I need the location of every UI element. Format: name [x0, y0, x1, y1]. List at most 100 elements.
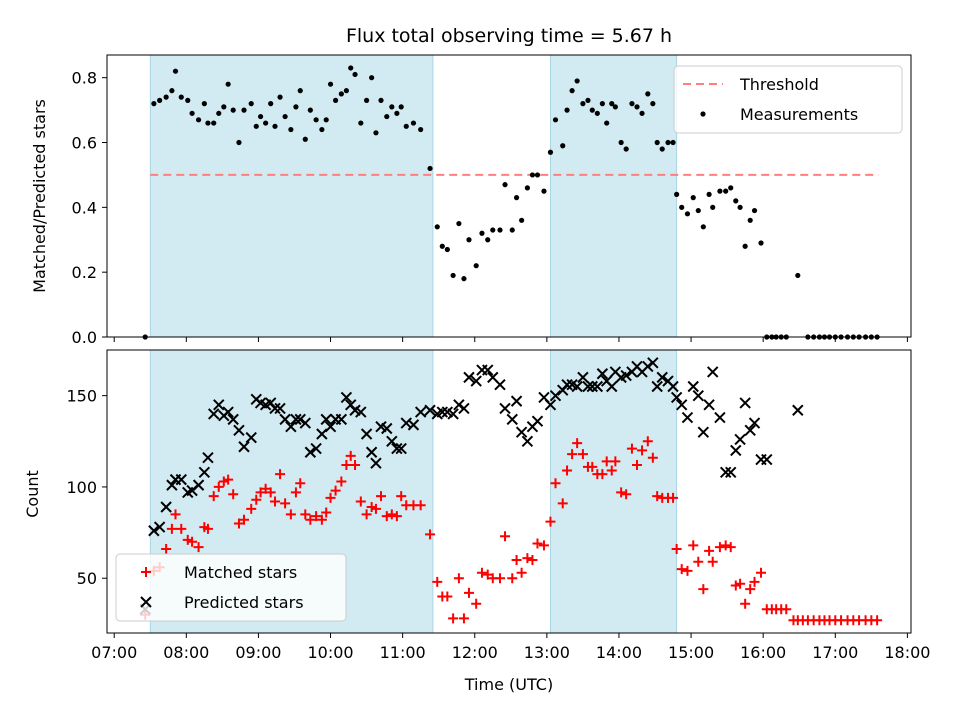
matched-star-point: [587, 461, 598, 472]
predicted-star-point: [521, 435, 534, 447]
x-tick-label: 08:00: [163, 643, 209, 662]
predicted-star-point: [670, 391, 683, 404]
predicted-star-point: [577, 371, 589, 384]
matched-star-point: [682, 565, 693, 576]
matched-star-point: [720, 540, 731, 551]
measurement-point: [373, 130, 379, 136]
matched-star-point: [562, 465, 573, 476]
matched-star-point: [756, 567, 767, 578]
measurement-point: [327, 81, 334, 87]
matched-star-point: [246, 503, 257, 514]
predicted-star-point: [227, 413, 239, 426]
measurement-point: [257, 113, 264, 120]
measurement-point: [795, 272, 801, 279]
measurement-point: [410, 120, 417, 126]
bottom-legend-box: [115, 553, 347, 622]
legend-plus-mark: [141, 567, 151, 577]
matched-star-point: [453, 573, 464, 584]
measurement-point: [444, 246, 450, 253]
measurement-point: [645, 91, 651, 97]
predicted-star-point: [245, 431, 257, 444]
predicted-star-point: [310, 442, 322, 455]
predicted-star-point: [304, 446, 317, 458]
top-y-tick-label: 0.0: [72, 328, 97, 347]
matched-star-point: [239, 514, 250, 525]
measurement-point: [189, 110, 195, 116]
matched-star-point: [381, 511, 392, 522]
measurement-point: [241, 107, 247, 113]
measurement-point: [560, 143, 566, 149]
matched-star-point: [676, 564, 687, 575]
matched-star-point: [275, 469, 286, 480]
bottom-y-axis-label: Count: [23, 470, 42, 518]
measurement-point: [323, 117, 329, 123]
matched-star-point: [532, 538, 543, 549]
matched-star-point: [355, 496, 366, 507]
matched-star-point: [567, 449, 578, 460]
bottom-y-tick-label: 50: [77, 569, 97, 588]
predicted-star-point: [355, 406, 367, 418]
predicted-star-point: [761, 453, 773, 466]
measurement-point: [684, 211, 691, 217]
matched-star-point: [330, 485, 341, 496]
predicted-star-point: [192, 479, 205, 491]
predicted-star-point: [499, 402, 511, 415]
predicted-star-point: [360, 428, 373, 440]
matched-star-point: [621, 489, 632, 500]
measurement-point: [519, 217, 525, 223]
legend-predicted-swatch: [140, 596, 152, 608]
matched-star-point: [361, 509, 372, 520]
bottom-legend: Matched stars Predicted stars: [115, 553, 347, 622]
measurement-point: [403, 123, 409, 129]
x-tick-label: 07:00: [91, 643, 137, 662]
matched-star-point: [704, 545, 715, 556]
top-shaded-interval: [550, 54, 678, 338]
predicted-star-point: [213, 399, 225, 411]
predicted-star-point: [544, 399, 557, 411]
predicted-star-point: [647, 357, 659, 369]
matched-star-point: [500, 531, 511, 542]
predicted-star-point: [510, 395, 523, 407]
measurement-point: [589, 107, 595, 113]
x-tick-label: 18:00: [884, 643, 930, 662]
bottom-axes-frame: [106, 349, 912, 634]
matched-star-point: [336, 476, 347, 487]
matched-star-point: [740, 598, 751, 609]
matched-star-point: [606, 465, 617, 476]
measurement-point: [230, 107, 236, 113]
measurement-point: [524, 185, 530, 191]
top-y-tick-label: 0.4: [72, 198, 97, 217]
predicted-star-point: [606, 380, 618, 393]
matched-star-point: [290, 487, 301, 498]
predicted-star-point: [447, 408, 459, 420]
matched-star-point: [516, 567, 527, 578]
measurement-point: [574, 78, 580, 84]
predicted-star-point: [238, 441, 250, 453]
measurement-point: [634, 104, 640, 110]
matched-star-point: [255, 487, 266, 498]
matched-star-point: [745, 584, 756, 595]
matched-star-point: [415, 500, 426, 511]
matched-star-point: [187, 536, 198, 547]
matched-star-point: [781, 604, 792, 615]
predicted-star-point: [748, 417, 761, 429]
matched-star-point: [208, 491, 219, 502]
predicted-star-point: [596, 368, 609, 380]
x-tick-label: 09:00: [235, 643, 281, 662]
measurement-point: [427, 165, 433, 172]
x-tick-label: 16:00: [740, 643, 786, 662]
measurement-point: [343, 88, 349, 94]
legend-measurements-swatch: [700, 111, 706, 117]
predicted-star-point: [414, 406, 427, 418]
measurement-point: [594, 110, 600, 116]
predicted-star-point: [586, 380, 598, 393]
measurement-point: [363, 97, 370, 103]
predicted-star-point: [424, 404, 436, 416]
predicted-star-point: [370, 457, 382, 469]
matched-star-point: [494, 573, 505, 584]
matched-star-point: [522, 553, 533, 564]
predicted-star-point: [591, 380, 604, 393]
matched-star-point: [557, 498, 568, 509]
measurement-point: [263, 120, 269, 126]
